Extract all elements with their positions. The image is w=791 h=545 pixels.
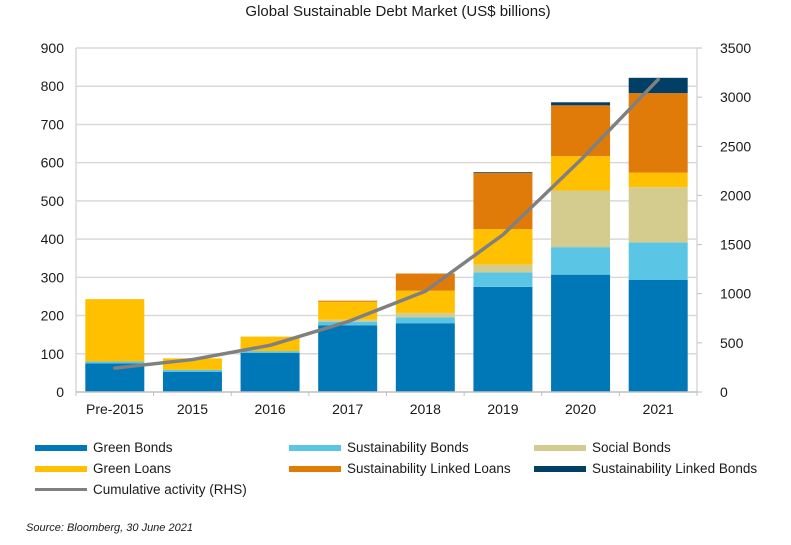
axes xyxy=(75,47,702,396)
y2-tick-label: 0 xyxy=(720,384,728,400)
y2-tick-label: 1000 xyxy=(720,286,751,302)
bar-segment-sustainability-linked-loans xyxy=(473,172,533,230)
y-tick-label: 900 xyxy=(41,40,65,56)
bar-segment-sustainability-linked-bonds xyxy=(473,172,533,173)
bar-segment-sustainability-linked-bonds xyxy=(551,102,611,106)
bar-segment-green-bonds xyxy=(318,325,378,392)
x-tick-label: 2016 xyxy=(254,401,285,417)
y-tick-label: 200 xyxy=(41,308,65,324)
bar-segment-sustainability-linked-loans xyxy=(551,105,611,157)
bar-segment-sustainability-linked-bonds xyxy=(628,77,688,94)
bar-segment-green-loans xyxy=(628,172,688,188)
y-tick-label: 800 xyxy=(41,78,65,94)
x-tick-label: 2021 xyxy=(643,401,674,417)
legend-swatch xyxy=(289,465,341,472)
y-tick-label: 400 xyxy=(41,231,65,247)
bar-segment-green-bonds xyxy=(473,286,533,392)
bar-segment-sustainability-bonds xyxy=(628,242,688,281)
y2-tick-label: 1500 xyxy=(720,237,751,253)
legend-item-sustainability-bonds: Sustainability Bonds xyxy=(289,440,469,455)
bar-segment-sustainability-bonds xyxy=(85,361,145,364)
bar-segment-social-bonds xyxy=(395,312,455,318)
bar-segment-green-loans xyxy=(85,299,145,362)
chart-title: Global Sustainable Debt Market (US$ bill… xyxy=(245,3,550,20)
legend-swatch xyxy=(534,465,586,472)
legend-swatch xyxy=(289,444,341,451)
x-tick-label: Pre-2015 xyxy=(86,401,144,417)
bar-segment-green-bonds xyxy=(162,371,222,392)
legend-label: Sustainability Linked Loans xyxy=(347,461,511,476)
bar-segment-green-bonds xyxy=(240,353,300,392)
y-tick-label: 600 xyxy=(41,155,65,171)
bar-segment-green-loans xyxy=(162,358,222,370)
legend-item-sustainability-linked-loans: Sustainability Linked Loans xyxy=(289,461,511,476)
bar-segment-social-bonds xyxy=(551,190,611,248)
bar-segment-green-bonds xyxy=(551,274,611,392)
legend-swatch xyxy=(35,444,87,451)
legend-label: Social Bonds xyxy=(592,440,671,455)
y-tick-label: 100 xyxy=(41,346,65,362)
bar-segment-green-loans xyxy=(318,301,378,320)
bar-segment-sustainability-linked-loans xyxy=(395,273,455,291)
y-tick-label: 500 xyxy=(41,193,65,209)
y2-tick-label: 2000 xyxy=(720,187,751,203)
legend-item-sustainability-linked-bonds: Sustainability Linked Bonds xyxy=(534,461,757,476)
y2-tick-label: 3000 xyxy=(720,89,751,105)
legend-swatch xyxy=(35,488,87,491)
source-note: Source: Bloomberg, 30 June 2021 xyxy=(26,522,193,534)
legend-item-green-bonds: Green Bonds xyxy=(35,440,173,455)
legend-label: Cumulative activity (RHS) xyxy=(93,482,247,497)
bar-segment-sustainability-bonds xyxy=(318,321,378,326)
bar-segment-green-bonds xyxy=(628,280,688,392)
bar-segment-sustainability-bonds xyxy=(240,351,300,354)
x-tick-label: 2019 xyxy=(487,401,518,417)
bar-segment-sustainability-bonds xyxy=(473,272,533,287)
x-tick-label: 2020 xyxy=(565,401,596,417)
legend-label: Sustainability Linked Bonds xyxy=(592,461,758,476)
legend-item-green-loans: Green Loans xyxy=(35,461,171,476)
bar-segment-social-bonds xyxy=(473,264,533,273)
bar-segment-sustainability-linked-loans xyxy=(318,300,378,302)
bar-segment-sustainability-bonds xyxy=(395,317,455,324)
y-tick-label: 0 xyxy=(56,384,64,400)
legend-item-social-bonds: Social Bonds xyxy=(534,440,671,455)
y-tick-label: 700 xyxy=(41,116,65,132)
legend-item-cumulative-activity: Cumulative activity (RHS) xyxy=(35,482,247,497)
bar-segment-green-loans xyxy=(395,290,455,313)
x-tick-label: 2017 xyxy=(332,401,363,417)
y2-tick-label: 2500 xyxy=(720,138,751,154)
y2-tick-label: 500 xyxy=(720,335,744,351)
x-tick-label: 2018 xyxy=(410,401,441,417)
bar-segment-green-bonds xyxy=(395,323,455,392)
legend-label: Sustainability Bonds xyxy=(347,440,469,455)
legend-swatch xyxy=(35,465,87,472)
cumulative-line xyxy=(113,77,660,370)
cumulative-activity-line xyxy=(113,77,660,370)
x-tick-label: 2015 xyxy=(177,401,208,417)
legend-label: Green Loans xyxy=(93,461,172,476)
left-axis-ticks: 0 100 200 300 400 500 600 700 800 900 xyxy=(41,40,65,400)
bar-segment-sustainability-linked-loans xyxy=(628,93,688,173)
bar-segment-social-bonds xyxy=(628,187,688,243)
y-tick-label: 300 xyxy=(41,269,65,285)
legend-label: Green Bonds xyxy=(93,440,173,455)
y2-tick-label: 3500 xyxy=(720,40,751,56)
right-axis-ticks: 0 500 1000 1500 2000 2500 3000 3500 xyxy=(720,40,751,400)
bar-segment-sustainability-bonds xyxy=(551,247,611,275)
legend-swatch xyxy=(534,444,586,451)
bar-segment-sustainability-bonds xyxy=(162,369,222,372)
x-axis-ticks: Pre-2015 2015 2016 2017 2018 2019 2020 2021 xyxy=(86,401,674,417)
